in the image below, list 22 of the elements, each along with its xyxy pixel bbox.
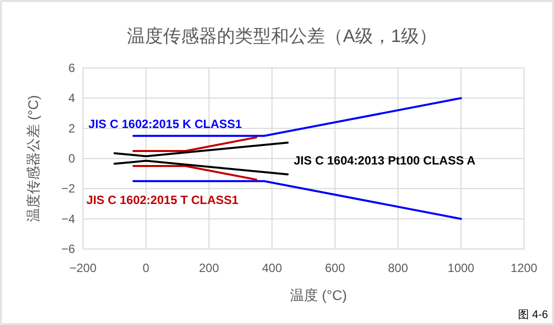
y-tick-label: −6 bbox=[61, 242, 76, 256]
x-tick-label: 800 bbox=[388, 261, 408, 275]
y-tick-label: 4 bbox=[68, 91, 76, 106]
series-label: JIS C 1604:2013 Pt100 CLASS A bbox=[294, 153, 476, 168]
caption: 图 4-6 bbox=[518, 309, 548, 321]
y-tick-label: 6 bbox=[68, 61, 76, 75]
x-tick-label: 600 bbox=[324, 261, 346, 275]
y-tick-label: 2 bbox=[68, 121, 76, 136]
y-tick-label: 0 bbox=[68, 152, 76, 166]
x-tick-label: 400 bbox=[262, 261, 282, 275]
y-axis-title: 温度传感器公差 (°C) bbox=[25, 95, 41, 222]
y-tick-label: −4 bbox=[61, 212, 76, 226]
x-tick-label: −200 bbox=[69, 261, 97, 275]
series-label: JIS C 1602:2015 T CLASS1 bbox=[86, 193, 239, 208]
chart-title: 温度传感器的类型和公差（A级，1级） bbox=[126, 26, 438, 46]
x-axis-title: 温度 (°C) bbox=[290, 287, 347, 303]
x-tick-label: 0 bbox=[142, 261, 150, 275]
x-tick-label: 200 bbox=[198, 261, 220, 275]
x-tick-label: 1200 bbox=[510, 261, 538, 275]
y-tick-label: −2 bbox=[61, 182, 76, 196]
series-label: JIS C 1602:2015 K CLASS1 bbox=[88, 116, 242, 131]
x-tick-label: 1000 bbox=[448, 261, 475, 275]
